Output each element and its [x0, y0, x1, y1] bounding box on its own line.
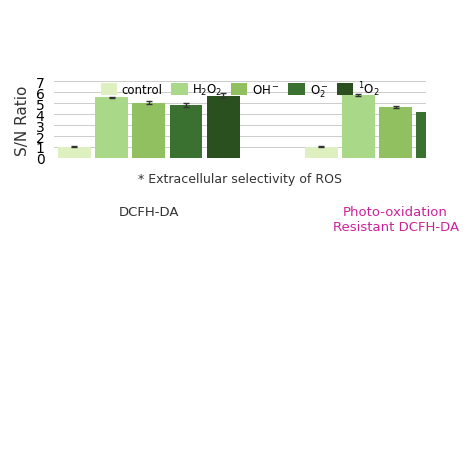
Y-axis label: S/N Ratio: S/N Ratio	[15, 85, 30, 156]
Bar	[95, 98, 128, 158]
Bar	[416, 113, 449, 158]
Text: Photo-oxidation
Resistant DCFH-DA: Photo-oxidation Resistant DCFH-DA	[332, 206, 459, 234]
Bar	[58, 147, 91, 158]
Bar	[207, 96, 239, 158]
Bar	[305, 147, 337, 158]
Bar	[454, 102, 474, 158]
Bar	[342, 96, 375, 158]
Bar	[132, 103, 165, 158]
Text: DCFH-DA: DCFH-DA	[118, 206, 179, 219]
Bar	[379, 108, 412, 158]
Bar	[170, 106, 202, 158]
Text: * Extracellular selectivity of ROS: * Extracellular selectivity of ROS	[138, 173, 342, 186]
Legend: control, H$_2$O$_2$, OH$^-$, O$_2^-$$\,$, $^1$O$_2$: control, H$_2$O$_2$, OH$^-$, O$_2^-$$\,$…	[96, 75, 384, 104]
